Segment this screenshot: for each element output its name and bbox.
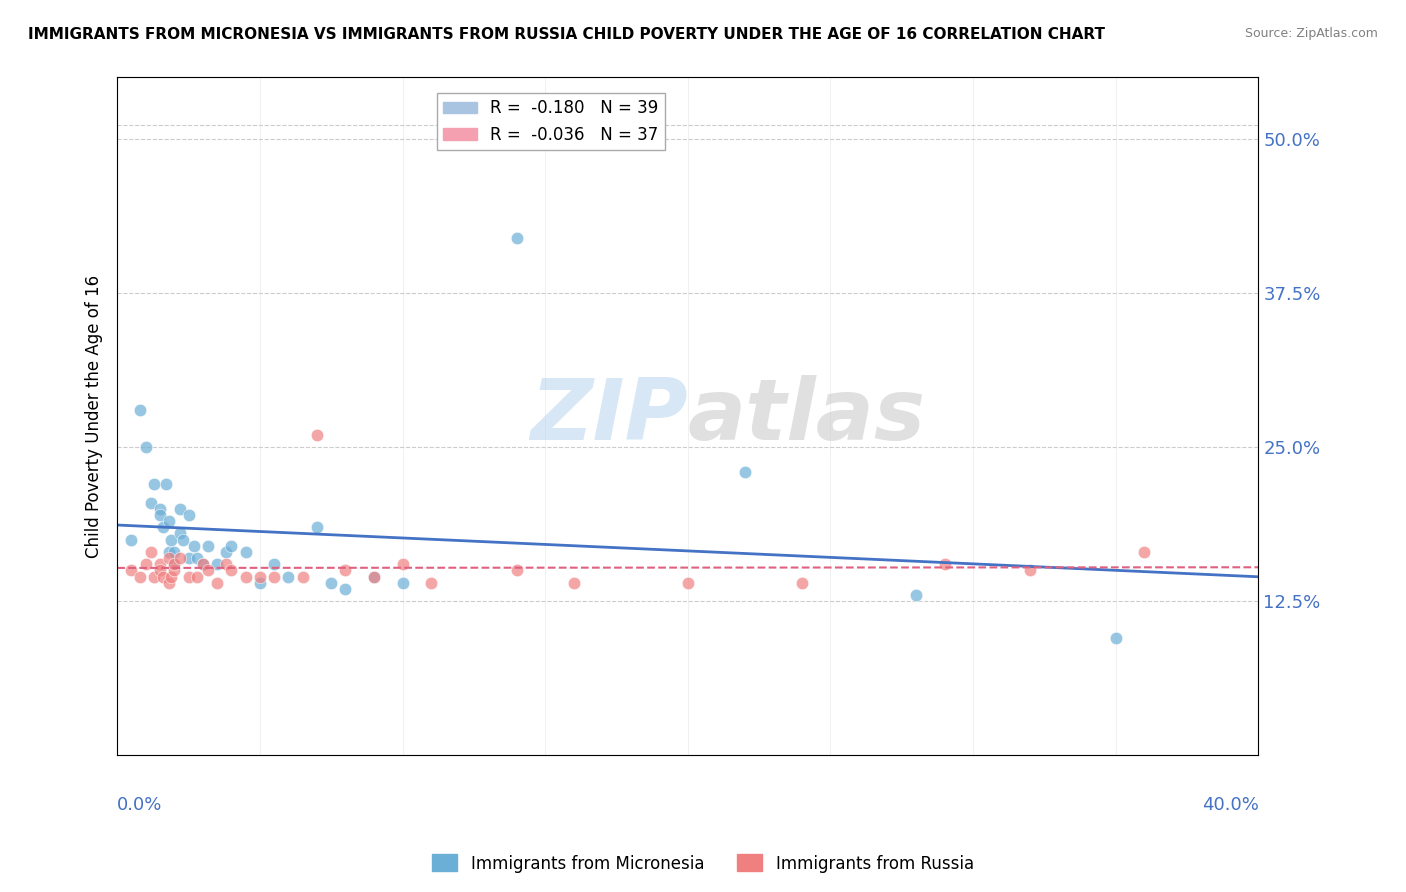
Point xyxy=(263,569,285,583)
Point xyxy=(305,520,328,534)
Point xyxy=(143,569,166,583)
Point xyxy=(191,558,214,572)
Point xyxy=(391,575,413,590)
Point xyxy=(363,569,385,583)
Point xyxy=(177,551,200,566)
Point xyxy=(790,575,813,590)
Legend: Immigrants from Micronesia, Immigrants from Russia: Immigrants from Micronesia, Immigrants f… xyxy=(426,847,980,880)
Point xyxy=(135,558,157,572)
Y-axis label: Child Poverty Under the Age of 16: Child Poverty Under the Age of 16 xyxy=(86,275,103,558)
Point xyxy=(143,477,166,491)
Point xyxy=(363,569,385,583)
Point xyxy=(221,564,243,578)
Point xyxy=(214,545,236,559)
Point xyxy=(235,545,257,559)
Point xyxy=(505,230,527,244)
Point xyxy=(163,545,186,559)
Point xyxy=(391,558,413,572)
Point xyxy=(734,465,756,479)
Point xyxy=(163,564,186,578)
Point xyxy=(191,558,214,572)
Point xyxy=(905,588,928,602)
Point xyxy=(335,582,357,596)
Point xyxy=(157,575,180,590)
Text: 0.0%: 0.0% xyxy=(117,796,163,814)
Point xyxy=(235,569,257,583)
Text: ZIP: ZIP xyxy=(530,375,688,458)
Point xyxy=(205,575,228,590)
Point xyxy=(1105,632,1128,646)
Point xyxy=(505,564,527,578)
Text: IMMIGRANTS FROM MICRONESIA VS IMMIGRANTS FROM RUSSIA CHILD POVERTY UNDER THE AGE: IMMIGRANTS FROM MICRONESIA VS IMMIGRANTS… xyxy=(28,27,1105,42)
Point xyxy=(157,514,180,528)
Point xyxy=(335,564,357,578)
Point xyxy=(1133,545,1156,559)
Point xyxy=(141,496,163,510)
Point xyxy=(186,569,208,583)
Point xyxy=(562,575,585,590)
Point xyxy=(120,564,142,578)
Point xyxy=(155,477,177,491)
Point xyxy=(186,551,208,566)
Point xyxy=(1019,564,1042,578)
Point xyxy=(152,569,174,583)
Point xyxy=(160,533,183,547)
Point xyxy=(263,558,285,572)
Point xyxy=(305,428,328,442)
Point xyxy=(149,501,172,516)
Text: 40.0%: 40.0% xyxy=(1202,796,1258,814)
Point xyxy=(177,508,200,522)
Point xyxy=(934,558,956,572)
Text: atlas: atlas xyxy=(688,375,927,458)
Point xyxy=(169,551,191,566)
Point xyxy=(169,501,191,516)
Point xyxy=(152,520,174,534)
Point xyxy=(157,545,180,559)
Point xyxy=(172,533,194,547)
Point xyxy=(249,575,271,590)
Point xyxy=(163,558,186,572)
Point xyxy=(157,551,180,566)
Legend: R =  -0.180   N = 39, R =  -0.036   N = 37: R = -0.180 N = 39, R = -0.036 N = 37 xyxy=(437,93,665,150)
Point xyxy=(169,526,191,541)
Point xyxy=(149,558,172,572)
Point xyxy=(249,569,271,583)
Point xyxy=(197,564,219,578)
Point xyxy=(141,545,163,559)
Point xyxy=(214,558,236,572)
Point xyxy=(163,558,186,572)
Point xyxy=(149,508,172,522)
Point xyxy=(420,575,443,590)
Text: Source: ZipAtlas.com: Source: ZipAtlas.com xyxy=(1244,27,1378,40)
Point xyxy=(205,558,228,572)
Point xyxy=(129,569,152,583)
Point xyxy=(149,564,172,578)
Point xyxy=(291,569,314,583)
Point xyxy=(160,569,183,583)
Point xyxy=(129,403,152,417)
Point xyxy=(676,575,699,590)
Point xyxy=(197,539,219,553)
Point xyxy=(277,569,299,583)
Point xyxy=(120,533,142,547)
Point xyxy=(321,575,343,590)
Point xyxy=(221,539,243,553)
Point xyxy=(183,539,205,553)
Point xyxy=(135,440,157,454)
Point xyxy=(177,569,200,583)
